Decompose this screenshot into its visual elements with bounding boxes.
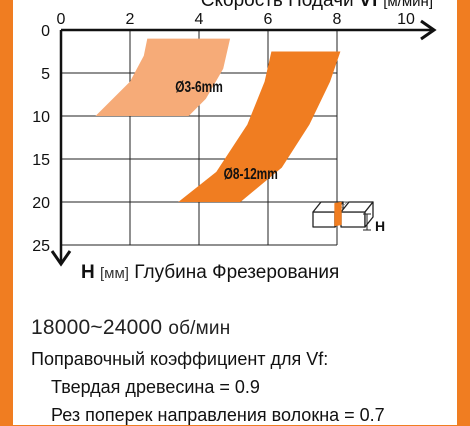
series-label-1: Ø8-12mm [224, 164, 278, 182]
y-tick-label-5: 5 [41, 66, 50, 83]
y-tick-label-0: 0 [41, 23, 50, 40]
x-axis-title: Скорость Подачи Vf [м/мин] [201, 0, 433, 11]
chart-svg: 0 2 4 6 8 10 0 5 10 15 20 25 Ø3-6mm Ø8-12mm Скорость… [32, 0, 437, 283]
x-tick-label-10: 10 [397, 11, 415, 28]
y-axis-arrow-icon [50, 250, 72, 267]
series-region-0 [95, 38, 231, 116]
spindle-speed-unit: об/мин [168, 318, 231, 339]
series-label-0: Ø3-6mm [175, 77, 223, 95]
inset-h-label: H [375, 218, 385, 234]
tick-layer: 0 2 4 6 8 10 0 5 10 15 20 25 [32, 11, 415, 255]
x-tick-label-4: 4 [195, 11, 204, 28]
axes-layer [50, 19, 437, 267]
correction-title: Поправочный коэффициент для Vf: [31, 349, 329, 369]
chart-card: 0 2 4 6 8 10 0 5 10 15 20 25 Ø3-6mm Ø8-12mm Скорость… [13, 0, 457, 425]
x-tick-label-6: 6 [264, 11, 273, 28]
x-tick-label-0: 0 [57, 11, 66, 28]
y-tick-label-10: 10 [32, 109, 50, 126]
region-layer [95, 38, 341, 202]
spindle-speed-value: 18000~24000 [31, 316, 163, 339]
series-label-layer: Ø3-6mm Ø8-12mm [175, 77, 278, 182]
series-region-1 [178, 51, 341, 202]
x-tick-label-8: 8 [333, 11, 342, 28]
correction-hardwood: Твердая древесина = 0.9 [51, 377, 260, 397]
x-axis-arrow-icon [420, 19, 437, 41]
x-tick-label-2: 2 [126, 11, 135, 28]
spindle-speed: 18000~24000 об/мин [31, 316, 230, 340]
groove-illustration-icon: H [312, 201, 385, 234]
correction-cross-grain: Рез поперек направления волокна = 0.7 [51, 405, 385, 425]
y-tick-label-15: 15 [32, 152, 50, 169]
y-tick-label-20: 20 [32, 195, 50, 212]
y-axis-title: H [мм] Глубина Фрезерования [81, 262, 339, 283]
y-tick-label-25: 25 [32, 238, 50, 255]
